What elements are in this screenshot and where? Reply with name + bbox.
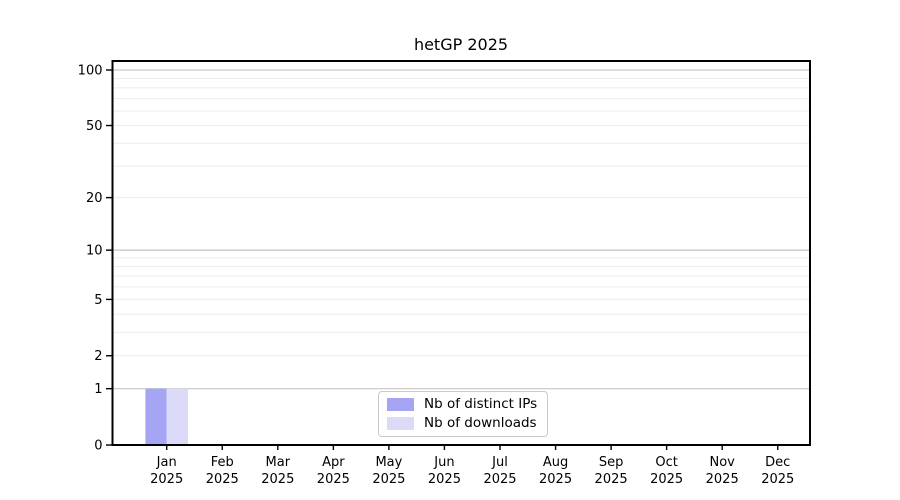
x-tick-label-month: Dec	[765, 455, 790, 470]
x-tick-label-month: Apr	[322, 455, 345, 470]
y-tick-label: 20	[86, 191, 103, 206]
x-tick-label-year: 2025	[483, 472, 516, 487]
x-tick-label-month: Jun	[433, 455, 454, 470]
legend-item-distinct-ips: Nb of distinct IPs	[387, 397, 537, 412]
bar-distinct-ips	[145, 388, 167, 445]
x-tick-label-year: 2025	[372, 472, 405, 487]
x-tick-label-month: Mar	[266, 455, 291, 470]
x-tick-label-month: Aug	[543, 455, 568, 470]
legend-swatch-distinct-ips	[387, 398, 414, 411]
x-tick-label-year: 2025	[650, 472, 683, 487]
x-tick-label-month: Jul	[491, 455, 508, 470]
x-tick-label-month: Feb	[211, 455, 234, 470]
x-tick-label-month: Nov	[710, 455, 736, 470]
y-tick-label: 50	[86, 119, 103, 134]
y-tick-label: 10	[86, 244, 103, 259]
legend: Nb of distinct IPs Nb of downloads	[378, 391, 549, 437]
x-tick-label-year: 2025	[706, 472, 739, 487]
x-tick-label-year: 2025	[539, 472, 572, 487]
bar-downloads	[166, 388, 188, 445]
y-tick-label: 0	[94, 439, 102, 454]
plot-border	[111, 60, 811, 446]
x-tick-label-year: 2025	[206, 472, 239, 487]
legend-label-distinct-ips: Nb of distinct IPs	[424, 396, 538, 412]
y-tick-label: 2	[94, 349, 102, 364]
x-tick-label-month: Oct	[655, 455, 677, 470]
y-tick-label: 5	[94, 293, 102, 308]
y-tick-label: 1	[94, 382, 102, 397]
x-tick-label-year: 2025	[261, 472, 294, 487]
y-tick-label: 100	[78, 64, 103, 79]
chart-title: hetGP 2025	[413, 35, 509, 54]
x-tick-label-month: Jan	[156, 455, 177, 470]
x-tick-label-year: 2025	[428, 472, 461, 487]
x-tick-label-year: 2025	[761, 472, 794, 487]
x-tick-label-year: 2025	[595, 472, 628, 487]
x-tick-label-year: 2025	[150, 472, 183, 487]
x-tick-label-year: 2025	[317, 472, 350, 487]
legend-item-downloads: Nb of downloads	[387, 416, 537, 431]
x-tick-label-month: May	[375, 455, 402, 470]
x-tick-label-month: Sep	[599, 455, 624, 470]
legend-label-downloads: Nb of downloads	[424, 415, 537, 431]
legend-swatch-downloads	[387, 417, 414, 430]
